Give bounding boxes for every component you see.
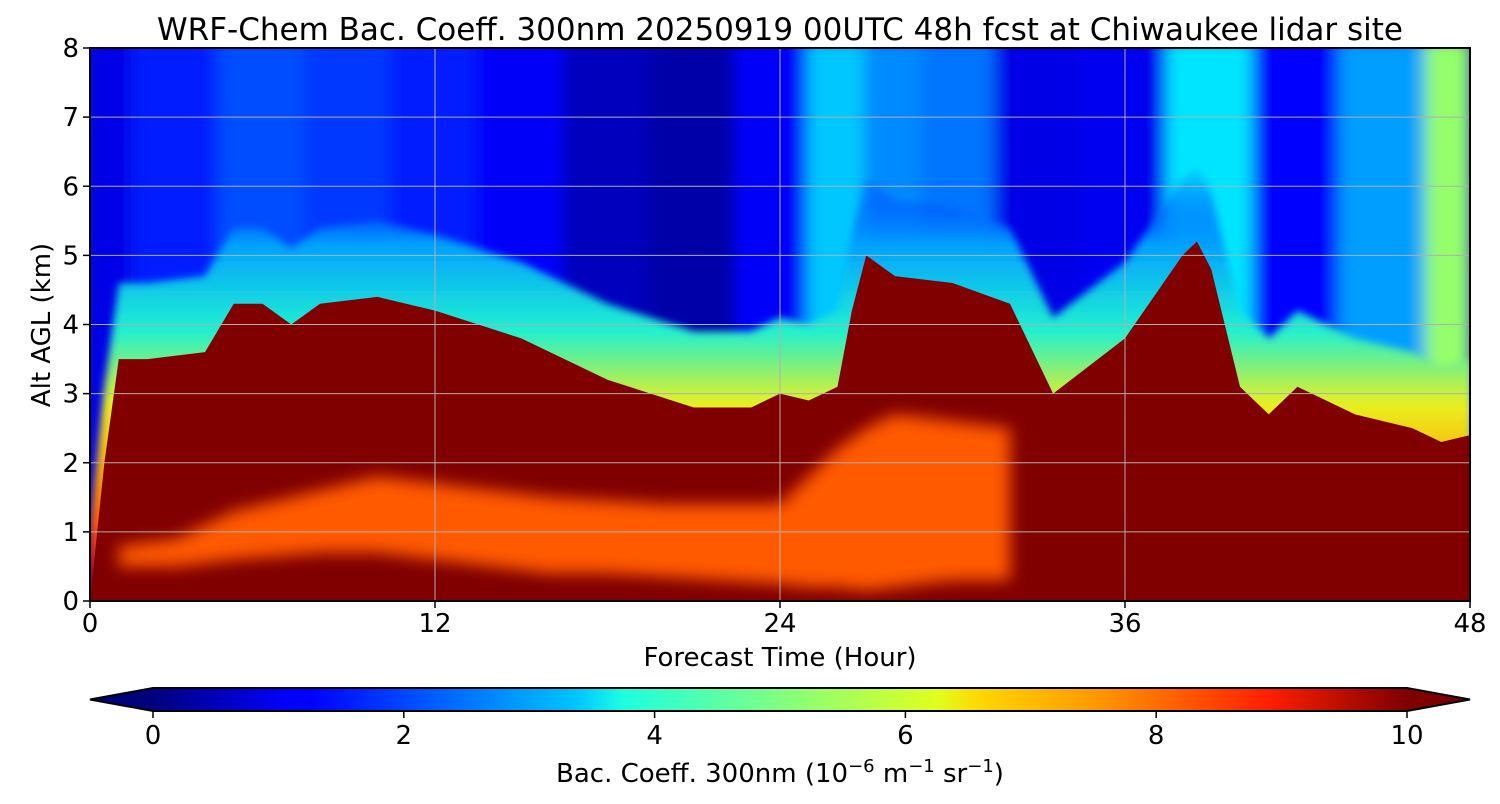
y-tick-label: 8 — [62, 34, 79, 64]
x-tick-label: 48 — [1453, 609, 1486, 639]
colorbar-tick-label: 10 — [1390, 721, 1423, 751]
y-tick-label: 4 — [62, 311, 79, 341]
colorbar-label: Bac. Coeff. 300nm (10−6 m−1 sr−1) — [556, 756, 1004, 789]
y-axis-label: Alt AGL (km) — [27, 243, 57, 407]
colorbar-tick-label: 2 — [396, 721, 413, 751]
x-axis-label: Forecast Time (Hour) — [643, 643, 916, 673]
colorbar-label-mid: m — [875, 759, 909, 789]
y-tick-label: 1 — [62, 518, 79, 548]
x-axis: 0 12 24 36 48 — [82, 601, 1487, 639]
enhanced-band — [118, 414, 1010, 591]
colorbar-label-exp3: −1 — [967, 756, 994, 777]
grid — [90, 48, 1470, 601]
colorbar-extend-high — [1407, 688, 1470, 711]
y-tick-label: 3 — [62, 380, 79, 410]
colorbar-bar — [153, 688, 1407, 711]
chart-title: WRF-Chem Bac. Coeff. 300nm 20250919 00UT… — [157, 12, 1403, 48]
colorbar-label-exp2: −1 — [908, 756, 935, 777]
y-tick-label: 6 — [62, 172, 79, 202]
y-tick-label: 2 — [62, 449, 79, 479]
colorbar-tick-label: 6 — [897, 721, 914, 751]
colorbar-tick-label: 4 — [646, 721, 663, 751]
colorbar-label-end: ) — [994, 759, 1004, 789]
colorbar-tick-label: 8 — [1148, 721, 1165, 751]
y-tick-label: 7 — [62, 103, 79, 133]
plot-area — [90, 48, 1470, 601]
y-tick-label: 5 — [62, 241, 79, 271]
colorbar-extend-low — [90, 688, 153, 711]
colorbar: 0 2 4 6 8 10 Bac. Coeff. 300nm (10−6 m−1 sr−1… — [89, 687, 1471, 789]
colorbar-ticks: 0 2 4 6 8 10 — [145, 711, 1424, 751]
colorbar-label-main: Bac. Coeff. 300nm (10 — [556, 759, 848, 789]
colorbar-label-exp1: −6 — [848, 756, 875, 777]
y-tick-label: 0 — [62, 587, 79, 617]
y-axis: 0 1 2 3 4 5 6 7 8 — [62, 34, 90, 617]
x-tick-label: 0 — [82, 609, 99, 639]
colorbar-label-mid2: sr — [935, 759, 968, 789]
x-tick-label: 36 — [1108, 609, 1141, 639]
x-tick-label: 24 — [763, 609, 796, 639]
colorbar-tick-label: 0 — [145, 721, 162, 751]
x-tick-label: 12 — [418, 609, 451, 639]
